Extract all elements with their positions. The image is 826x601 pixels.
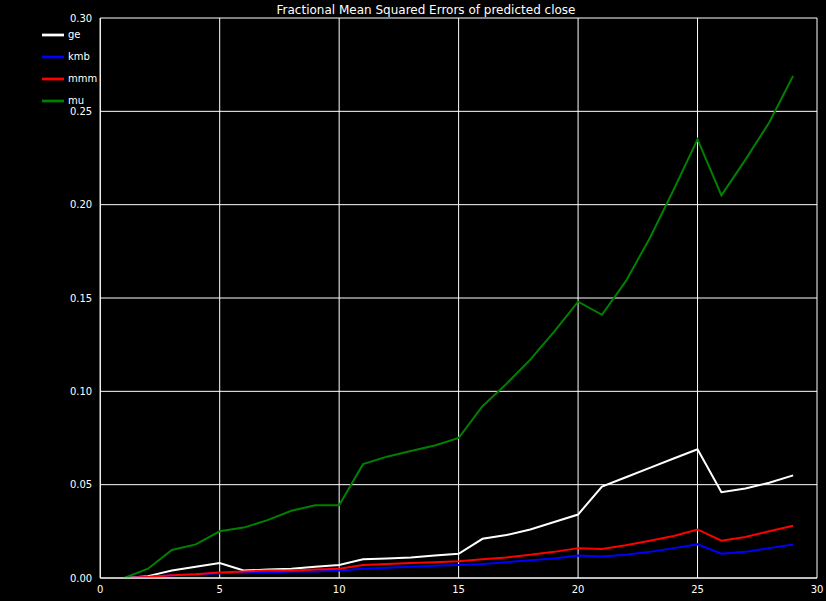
html-text:Fractional Mean Squared Errors: Fractional Mean Squared Errors of predic…	[276, 3, 576, 17]
svg-text:15: 15	[452, 584, 465, 595]
svg-text:0.15: 0.15	[70, 293, 92, 304]
svg-text:20: 20	[572, 584, 585, 595]
svg-text:30: 30	[811, 584, 818, 595]
svg-text:0: 0	[97, 584, 103, 595]
svg-text:5: 5	[217, 584, 223, 595]
svg-text:25: 25	[691, 584, 704, 595]
svg-text:0.05: 0.05	[70, 479, 92, 490]
html-text:mmm: mmm	[68, 73, 98, 84]
svg-text:0.10: 0.10	[70, 386, 92, 397]
svg-text:0.25: 0.25	[70, 106, 92, 117]
svg-text:10: 10	[333, 584, 346, 595]
html-text:kmb: kmb	[68, 51, 90, 62]
html-text:mu: mu	[68, 95, 85, 106]
html-text:ge: ge	[68, 29, 81, 40]
svg-text:0.20: 0.20	[70, 199, 92, 210]
svg-text:0.00: 0.00	[70, 573, 92, 584]
svg-text:0.30: 0.30	[70, 13, 92, 24]
